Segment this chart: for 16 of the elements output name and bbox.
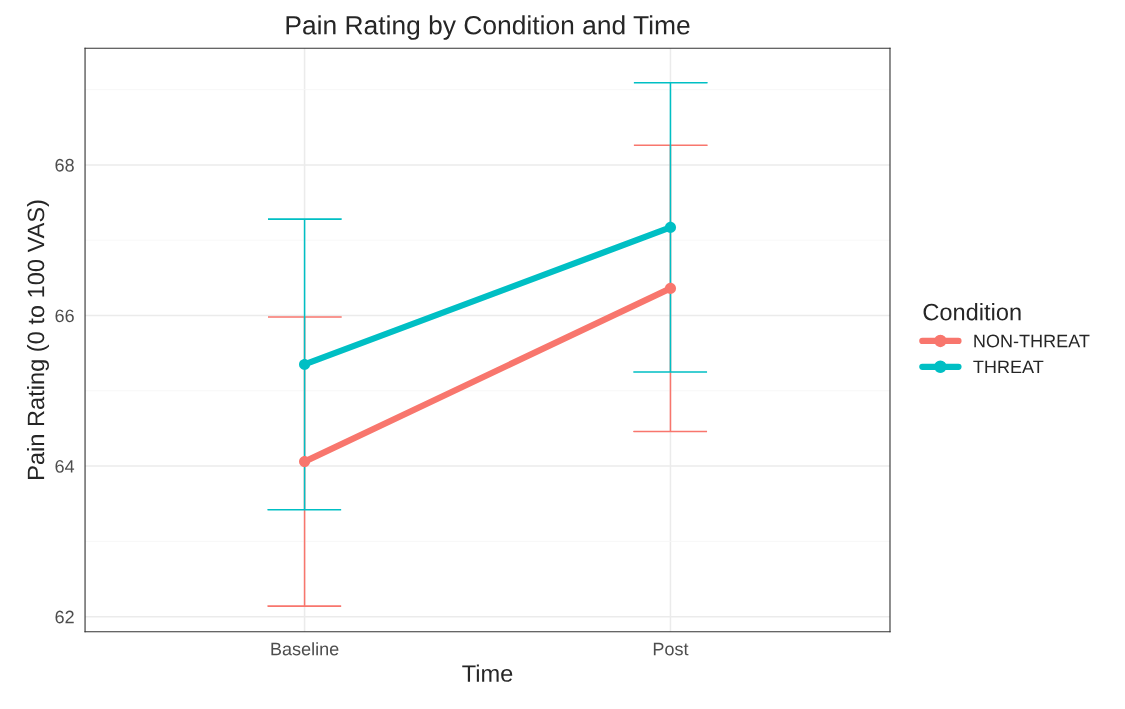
- legend-label: NON-THREAT: [974, 334, 1090, 348]
- y-tick-label: 62: [55, 610, 74, 624]
- y-tick-label: 64: [55, 460, 75, 473]
- legend-title: Condition: [923, 303, 1021, 321]
- point: [664, 282, 677, 294]
- point: [664, 221, 677, 233]
- x-tick-label: Baseline: [271, 642, 339, 656]
- y-axis-title: Pain Rating (0 to 100 VAS): [26, 200, 49, 479]
- chart-title: Pain Rating by Condition and Time: [286, 15, 690, 40]
- y-tick-label: 66: [55, 309, 74, 323]
- x-tick-label: Post: [653, 642, 689, 656]
- x-axis-title: Time: [462, 664, 513, 682]
- point: [299, 358, 311, 370]
- point: [299, 456, 311, 468]
- legend-label: THREAT: [973, 360, 1044, 374]
- y-tick-label: 68: [55, 158, 74, 172]
